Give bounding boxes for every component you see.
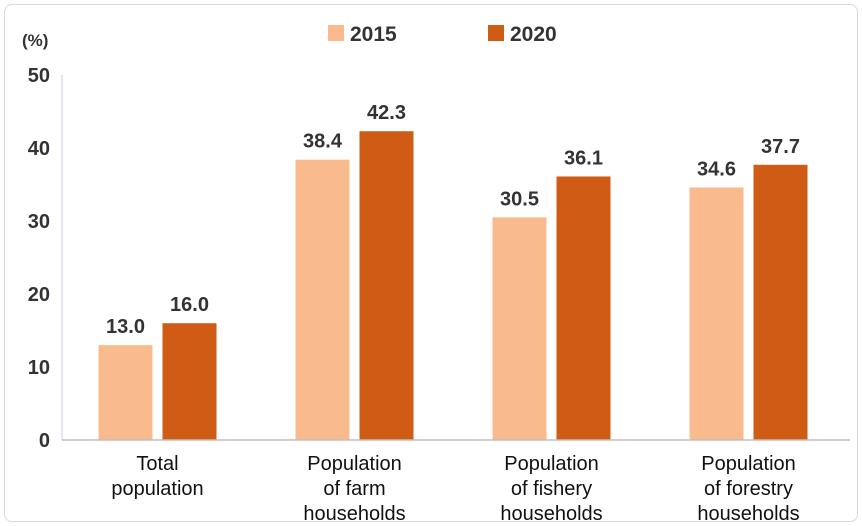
data-label-2015: 30.5 [500, 188, 539, 210]
x-axis: Total population Population of farm househol… [62, 439, 850, 525]
data-label-2015: 34.6 [697, 158, 736, 180]
y-tick-label: 0 [39, 430, 50, 452]
x-category-label-line: Total [136, 453, 178, 475]
y-tick-label: 50 [28, 65, 50, 87]
bar-2020 [753, 164, 808, 441]
legend-swatch-2020 [488, 25, 504, 41]
data-label-2020: 36.1 [564, 147, 603, 169]
data-label-2020: 42.3 [367, 102, 406, 124]
y-axis: 0 10 20 30 40 50 [28, 65, 63, 452]
bar-2020 [162, 323, 217, 440]
y-tick-label: 40 [28, 138, 50, 160]
x-category-label-line: households [500, 503, 602, 525]
bar-2020 [556, 176, 611, 440]
data-label-2020: 37.7 [761, 136, 800, 158]
bar-2015 [98, 345, 153, 440]
bar-2015 [689, 187, 744, 440]
y-tick-label: 20 [28, 284, 50, 306]
legend-swatch-2015 [328, 25, 344, 41]
data-label-2015: 38.4 [303, 131, 343, 153]
data-label-2020: 16.0 [170, 294, 209, 316]
x-category-label-line: of fishery [511, 478, 592, 500]
x-category-label-line: of farm [323, 478, 385, 500]
x-category-label-line: Population [504, 453, 599, 475]
x-category-label-line: households [697, 503, 799, 525]
legend: 2015 2020 [328, 23, 557, 46]
x-category-label-line: population [111, 478, 203, 500]
bar-2015 [492, 217, 547, 440]
legend-label-2020: 2020 [510, 23, 557, 46]
x-category-label: Total population [111, 453, 203, 500]
x-category-label: Population of farm households [303, 453, 405, 525]
legend-label-2015: 2015 [350, 23, 397, 46]
bar-2020 [359, 131, 414, 440]
x-category-label: Population of fishery households [500, 453, 602, 525]
bar-2015 [295, 159, 350, 440]
x-category-label-line: of forestry [704, 478, 793, 500]
x-category-label-line: Population [701, 453, 796, 475]
bars: 13.0 16.0 38.4 42.3 30.5 36.1 34.6 37.7 [98, 102, 808, 441]
x-category-label: Population of forestry households [697, 453, 799, 525]
x-category-label-line: households [303, 503, 405, 525]
x-category-label-line: Population [307, 453, 402, 475]
y-axis-unit-label: (%) [22, 31, 48, 50]
y-tick-label: 30 [28, 211, 50, 233]
data-label-2015: 13.0 [106, 316, 145, 338]
y-tick-label: 10 [28, 357, 50, 379]
